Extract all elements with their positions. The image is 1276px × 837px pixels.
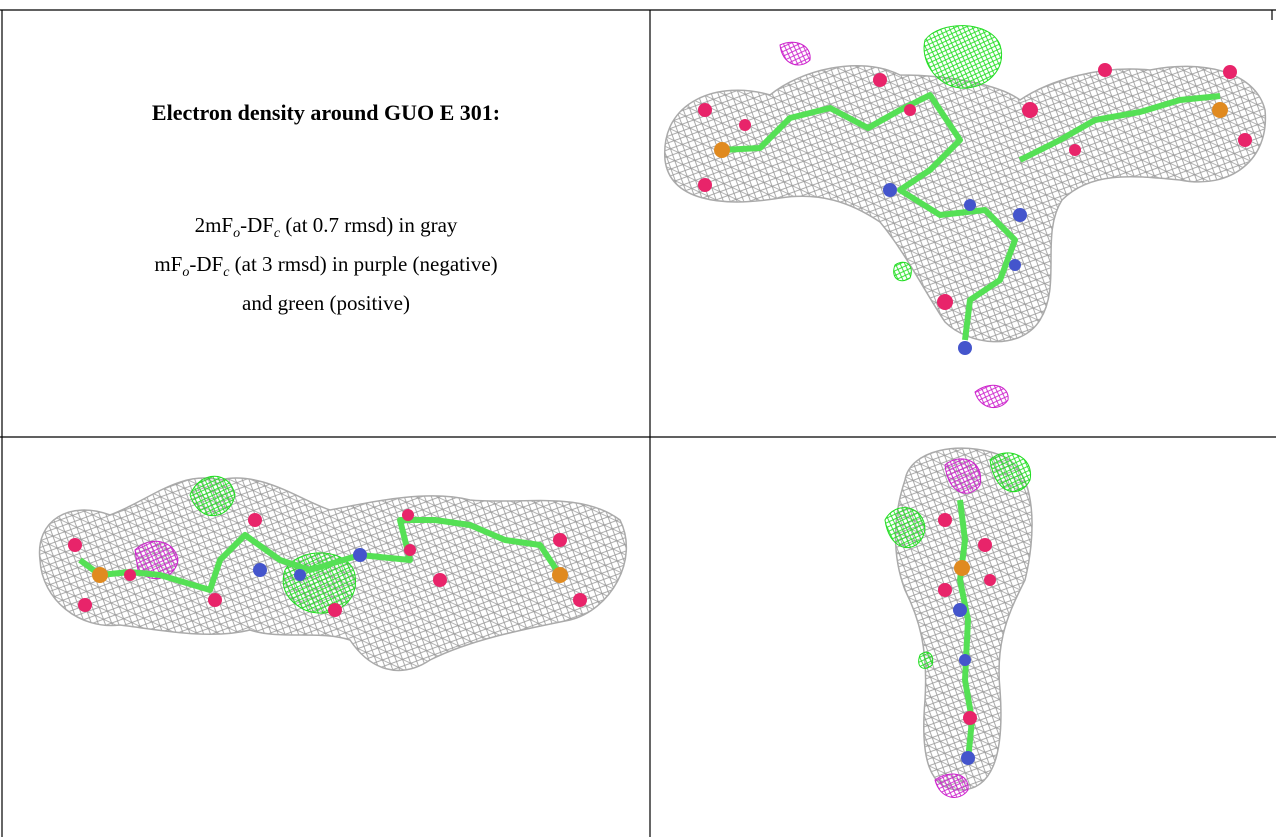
text: (at 0.7 rmsd) in gray <box>280 213 457 237</box>
page: Electron density around GUO E 301: 2mFo-… <box>0 0 1276 837</box>
density-view-side <box>40 476 627 670</box>
text: mF <box>154 252 182 276</box>
title: Electron density around GUO E 301: <box>2 100 650 126</box>
density-view-end <box>885 448 1032 797</box>
text: -DF <box>189 252 223 276</box>
line: and green (positive) <box>2 288 650 318</box>
text: and green (positive) <box>242 291 410 315</box>
text: -DF <box>240 213 274 237</box>
legend-text: 2mFo-DFc (at 0.7 rmsd) in gray mFo-DFc (… <box>2 210 650 318</box>
text: 2mF <box>195 213 234 237</box>
line: mFo-DFc (at 3 rmsd) in purple (negative) <box>2 249 650 288</box>
text: (at 3 rmsd) in purple (negative) <box>229 252 497 276</box>
density-view-top <box>665 26 1266 408</box>
line: 2mFo-DFc (at 0.7 rmsd) in gray <box>2 210 650 249</box>
